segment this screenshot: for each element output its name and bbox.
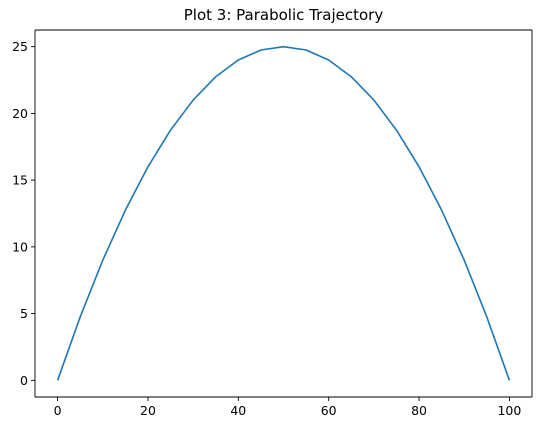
chart-title: Plot 3: Parabolic Trajectory [184,6,384,24]
x-tick-label: 40 [230,403,246,418]
y-tick-label: 10 [12,239,28,254]
y-tick-label: 5 [20,306,28,321]
x-tick-label: 0 [54,403,62,418]
y-tick-label: 25 [12,39,28,54]
x-tick-label: 80 [411,403,427,418]
x-tick-label: 60 [321,403,337,418]
x-tick-label: 100 [497,403,521,418]
y-tick-label: 20 [12,106,28,121]
x-tick-label: 20 [140,403,156,418]
y-tick-label: 0 [20,373,28,388]
y-tick-label: 15 [12,173,28,188]
